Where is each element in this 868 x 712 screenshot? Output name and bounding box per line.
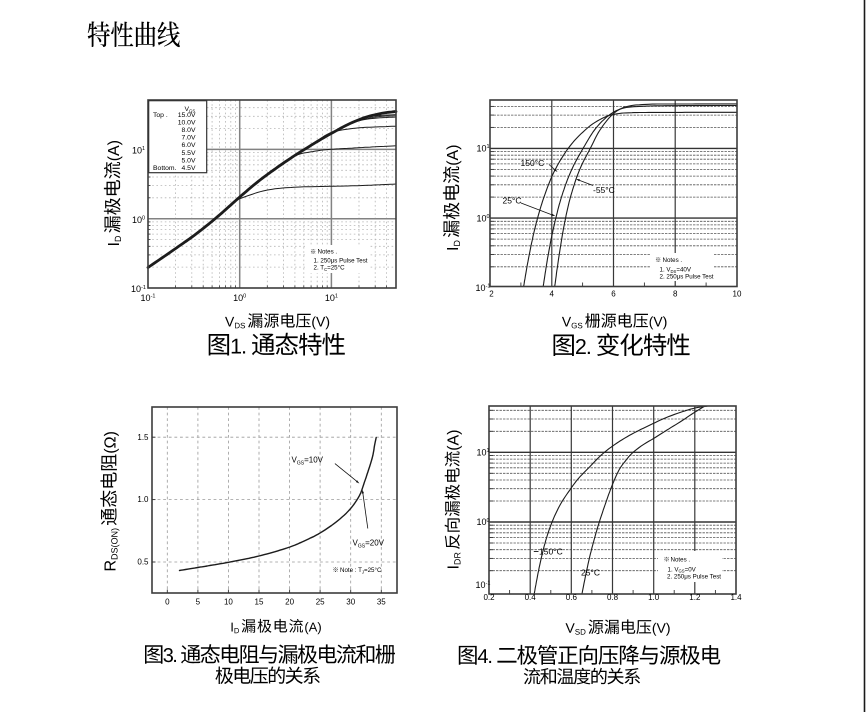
svg-text:1.2: 1.2: [689, 593, 701, 602]
svg-text:-55°C: -55°C: [593, 185, 615, 195]
svg-text:25: 25: [316, 598, 325, 607]
svg-text:10.0V: 10.0V: [178, 120, 196, 127]
svg-text:10-1: 10-1: [141, 293, 156, 303]
svg-text:7.0V: 7.0V: [182, 135, 196, 142]
svg-text:15: 15: [255, 598, 264, 607]
svg-text:0.8: 0.8: [607, 593, 619, 602]
svg-text:101: 101: [476, 448, 489, 458]
svg-text:5.5V: 5.5V: [182, 150, 196, 157]
svg-text:VGS: VGS: [185, 106, 196, 114]
svg-text:Notes .: Notes .: [671, 557, 691, 564]
svg-text:100: 100: [476, 517, 489, 527]
svg-text:15.0V: 15.0V: [178, 112, 196, 119]
svg-text:1.0: 1.0: [648, 593, 660, 602]
svg-text:101: 101: [476, 144, 489, 154]
svg-text:25°C: 25°C: [503, 196, 522, 206]
svg-text:6: 6: [611, 290, 616, 299]
svg-text:Notes .: Notes .: [663, 257, 683, 264]
svg-text:150°C: 150°C: [521, 158, 545, 168]
svg-text:1.0: 1.0: [137, 495, 149, 504]
svg-text:Bottom.: Bottom.: [153, 165, 177, 172]
svg-text:0: 0: [165, 598, 170, 607]
svg-text:0.6: 0.6: [566, 593, 578, 602]
svg-text:VGS=10V: VGS=10V: [292, 456, 324, 467]
svg-text:1.4: 1.4: [730, 593, 742, 602]
svg-text:0.2: 0.2: [483, 593, 495, 602]
svg-text:10-1: 10-1: [476, 283, 491, 293]
svg-text:8.0V: 8.0V: [182, 127, 196, 134]
svg-text:4.5V: 4.5V: [182, 165, 196, 172]
svg-text:100: 100: [132, 215, 145, 225]
svg-text:150°C: 150°C: [539, 547, 563, 557]
svg-text:5: 5: [196, 598, 201, 607]
svg-text:10: 10: [224, 598, 233, 607]
svg-text:Notes .: Notes .: [318, 249, 338, 256]
svg-text:0.4: 0.4: [525, 593, 537, 602]
svg-text:10-1: 10-1: [476, 580, 491, 590]
svg-text:2. TC=25°C: 2. TC=25°C: [314, 265, 346, 273]
svg-text:101: 101: [325, 293, 338, 303]
svg-text:1. 250μs Pulse Test: 1. 250μs Pulse Test: [314, 258, 368, 265]
svg-text:2. 250μs Pulse Test: 2. 250μs Pulse Test: [660, 274, 714, 281]
svg-text:1.5: 1.5: [137, 433, 149, 442]
svg-text:30: 30: [346, 598, 355, 607]
svg-text:1. VDS=40V: 1. VDS=40V: [660, 266, 692, 274]
svg-text:Top .: Top .: [153, 112, 168, 119]
svg-text:10: 10: [733, 290, 742, 299]
svg-text:4: 4: [550, 290, 555, 299]
svg-text:6.0V: 6.0V: [182, 142, 196, 149]
svg-text:20: 20: [285, 598, 294, 607]
svg-text:25°C: 25°C: [581, 568, 600, 578]
svg-text:2: 2: [489, 290, 494, 299]
svg-text:0.5: 0.5: [137, 558, 149, 567]
svg-text:Note : TJ=25°C: Note : TJ=25°C: [340, 567, 382, 574]
svg-text:1. VGS=0V: 1. VGS=0V: [668, 566, 697, 573]
svg-text:8: 8: [673, 290, 678, 299]
svg-text:10-1: 10-1: [131, 284, 146, 294]
svg-text:35: 35: [377, 598, 386, 607]
svg-text:2. 250μs Pulse Test: 2. 250μs Pulse Test: [667, 574, 721, 581]
svg-text:100: 100: [233, 293, 246, 303]
svg-text:5.0V: 5.0V: [182, 157, 196, 164]
svg-text:101: 101: [132, 146, 145, 156]
svg-text:VGS=20V: VGS=20V: [353, 539, 385, 550]
svg-text:100: 100: [476, 213, 489, 223]
